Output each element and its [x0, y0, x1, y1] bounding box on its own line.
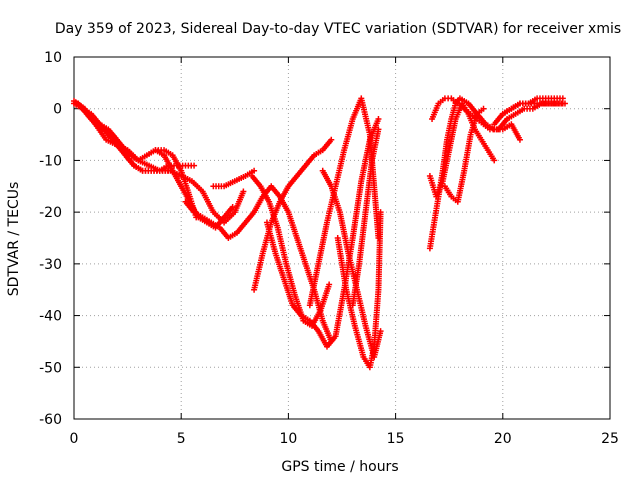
x-tick-label: 0 [70, 431, 79, 447]
data-point [377, 209, 384, 216]
data-point [326, 281, 333, 288]
series-pass-13 [334, 209, 384, 371]
y-axis-label: SDTVAR / TECUs [6, 182, 22, 297]
y-tick-label: -30 [39, 257, 62, 273]
y-tick-label: -10 [39, 153, 62, 169]
series-pass-17 [429, 95, 500, 133]
x-tick-label: 10 [279, 431, 297, 447]
data-point [328, 136, 335, 143]
series-pass-14 [349, 126, 382, 309]
x-tick-label: 5 [177, 431, 186, 447]
y-tick-label: -60 [39, 412, 62, 428]
series-pass-21 [499, 95, 566, 117]
data-point [516, 136, 523, 143]
data-point [229, 203, 236, 210]
series-pass-20 [495, 100, 568, 133]
x-axis-label: GPS time / hours [281, 459, 398, 475]
data-point [375, 116, 382, 123]
y-tick-label: -40 [39, 309, 62, 325]
chart-title: Day 359 of 2023, Sidereal Day-to-day VTE… [55, 21, 621, 37]
y-tick-label: -50 [39, 360, 62, 376]
data-point [561, 100, 568, 107]
x-tick-label: 15 [387, 431, 405, 447]
y-tick-label: -20 [39, 205, 62, 221]
x-tick-label: 20 [494, 431, 512, 447]
series-pass-4 [79, 105, 172, 174]
data-point [559, 95, 566, 102]
plot-frame [73, 56, 611, 420]
y-tick-label: 0 [53, 102, 62, 118]
data-point [191, 162, 198, 169]
tick-labels: 0 5 10 15 20 25 -60 -50 -40 -30 -20 -10 0 10 [39, 50, 619, 447]
series-pass-18 [441, 105, 487, 205]
y-tick-label: 10 [44, 50, 62, 66]
data-point [240, 188, 247, 195]
data-point [480, 105, 487, 112]
series-pass-11 [306, 95, 382, 309]
axes [73, 56, 611, 420]
x-tick-label: 25 [601, 431, 619, 447]
data-point [375, 126, 382, 133]
data-point [251, 167, 258, 174]
data-point [377, 328, 384, 335]
data-point [491, 157, 498, 164]
plot-area [71, 95, 568, 371]
